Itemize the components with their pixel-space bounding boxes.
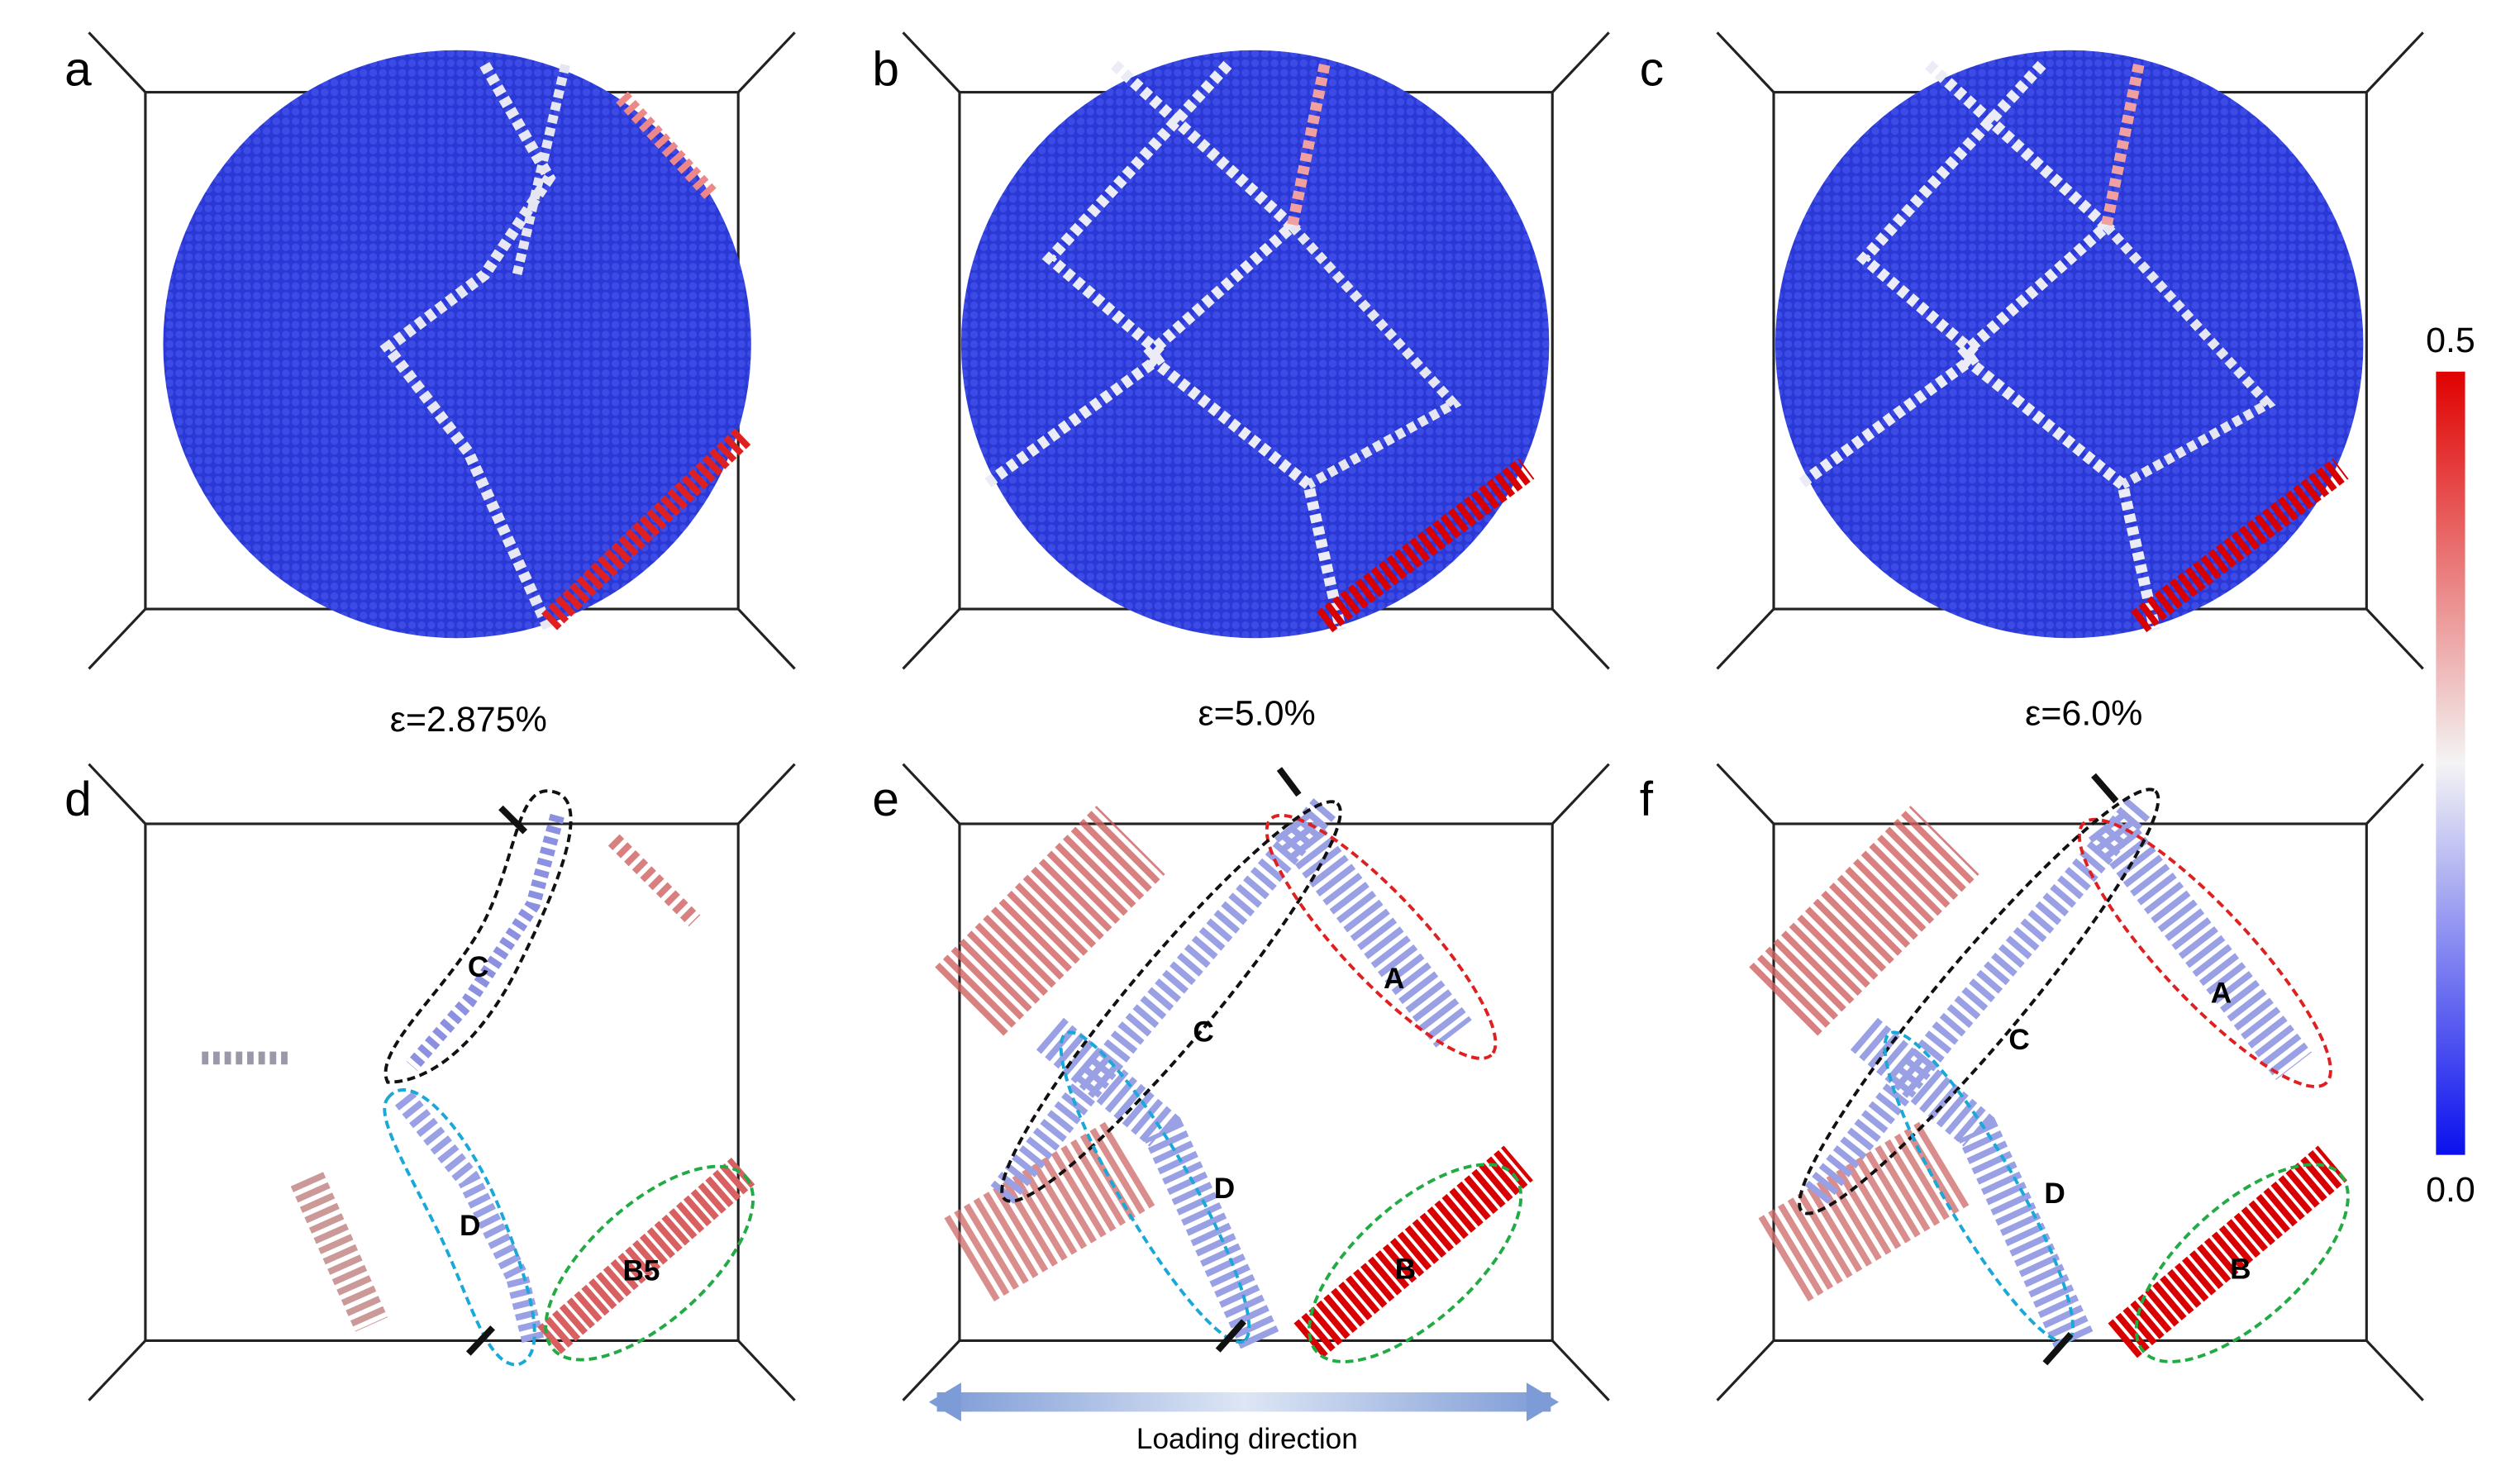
panel-b-image <box>901 31 1611 670</box>
region-label: D <box>2044 1177 2065 1210</box>
colorbar-max: 0.5 <box>2426 321 2475 360</box>
panel-c-image <box>1716 31 2425 670</box>
panel-label: e <box>872 773 899 826</box>
colorbar-min: 0.0 <box>2426 1170 2475 1210</box>
panel-e-image <box>901 763 1611 1422</box>
panel-label: f <box>1640 773 1654 826</box>
colorbar <box>2436 371 2465 1155</box>
panel-label: d <box>64 773 92 826</box>
region-label: D <box>1214 1173 1235 1205</box>
region-label: B <box>2230 1254 2251 1286</box>
panel-a-image <box>87 31 797 670</box>
region-label: B <box>1395 1254 1416 1286</box>
panel-label: a <box>64 43 92 97</box>
region-label: C <box>2008 1024 2029 1056</box>
region-label: A <box>2211 977 2232 1009</box>
strain-label: ε=5.0% <box>1198 693 1315 733</box>
region-label: A <box>1384 963 1404 995</box>
region-label: C <box>468 951 488 983</box>
loading-direction: Loading direction <box>1136 1423 1358 1455</box>
region-label: C <box>1193 1016 1213 1048</box>
panel-label: b <box>872 43 899 97</box>
strain-label: ε=6.0% <box>2025 693 2142 733</box>
panel-f-image <box>1716 763 2425 1402</box>
panel-d-image <box>87 763 797 1402</box>
region-label: D <box>460 1210 480 1242</box>
strain-label: ε=2.875% <box>390 700 547 740</box>
region-label: B5 <box>622 1255 660 1287</box>
panel-label: c <box>1640 43 1664 97</box>
